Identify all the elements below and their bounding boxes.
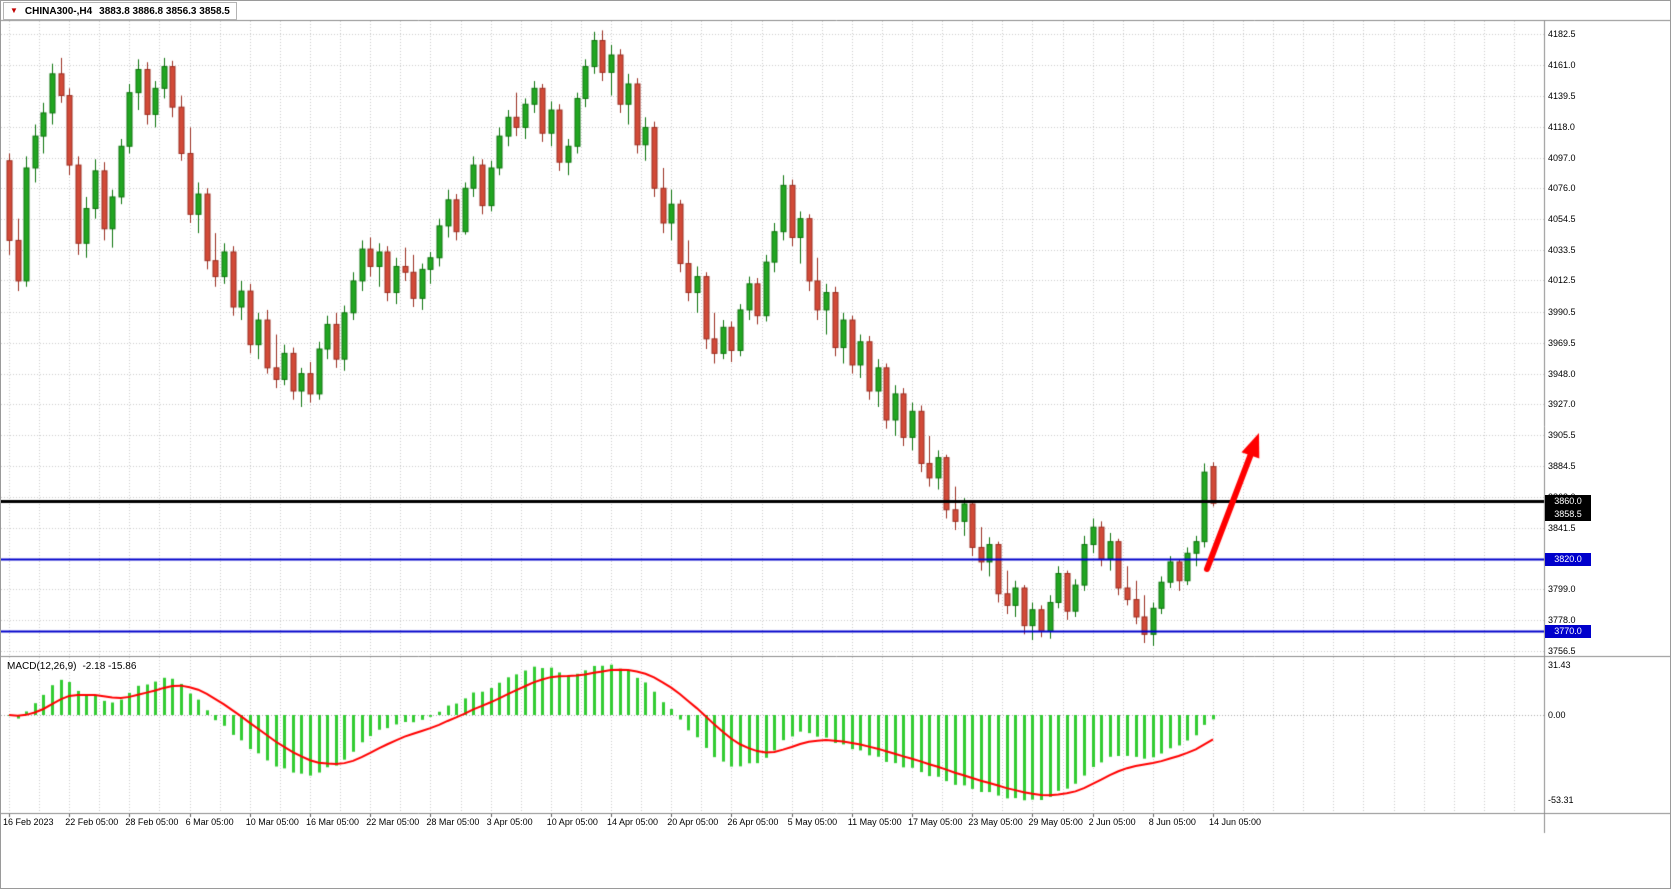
macd-tick-label: 0.00: [1548, 710, 1566, 720]
macd-values: -2.18 -15.86: [82, 661, 137, 672]
time-tick-label: 16 Mar 05:00: [306, 817, 360, 827]
time-tick-label: 5 May 05:00: [787, 817, 838, 827]
macd-name: MACD(12,26,9): [7, 661, 77, 672]
price-tick-label: 3841.5: [1548, 522, 1576, 533]
macd-tick-label: -53.31: [1548, 795, 1574, 806]
time-tick-label: 3 Apr 05:00: [486, 817, 533, 827]
time-tick-label: 14 Apr 05:00: [607, 817, 659, 827]
price-tick-label: 3905.5: [1548, 430, 1576, 441]
price-tick-label: 4033.5: [1548, 244, 1576, 255]
time-tick-label: 10 Mar 05:00: [245, 817, 299, 827]
time-tick-label: 8 Jun 05:00: [1148, 817, 1196, 827]
price-tick-label: 4097.0: [1548, 152, 1576, 163]
time-tick-label: 22 Mar 05:00: [366, 817, 420, 827]
price-level-badge-3770: 3770.0: [1545, 625, 1591, 639]
price-tick-label: 4054.5: [1548, 214, 1576, 225]
symbol-timeframe-label: CHINA300-,H4: [24, 5, 93, 17]
price-tick-label: 3756.5: [1548, 646, 1576, 656]
time-tick-label: 6 Mar 05:00: [185, 817, 234, 827]
price-tick-label: 4139.5: [1548, 91, 1576, 102]
bid-price-badge: 3858.5: [1545, 508, 1591, 522]
price-tick-label: 4182.5: [1548, 29, 1576, 39]
macd-tick-label: 31.43: [1548, 659, 1571, 670]
symbol-header: ▼ CHINA300-,H4 3883.8 3886.8 3856.3 3858…: [3, 2, 237, 20]
price-tick-label: 3969.5: [1548, 337, 1576, 348]
price-level-badge-3860: 3860.0: [1545, 495, 1591, 509]
price-tick-label: 3948.0: [1548, 368, 1576, 379]
macd-indicator-label: MACD(12,26,9) -2.18 -15.86: [7, 661, 136, 672]
price-tick-label: 3884.5: [1548, 460, 1576, 471]
price-tick-label: 3799.0: [1548, 584, 1576, 595]
chart-dropdown-icon[interactable]: ▼: [10, 6, 18, 15]
price-tick-label: 4118.0: [1548, 122, 1575, 133]
ohlc-values: 3883.8 3886.8 3856.3 3858.5: [99, 5, 230, 17]
time-tick-label: 16 Feb 2023: [3, 817, 54, 827]
time-tick-label: 20 Apr 05:00: [667, 817, 719, 827]
time-tick-label: 22 Feb 05:00: [65, 817, 119, 827]
time-tick-label: 28 Feb 05:00: [125, 817, 179, 827]
price-tick-label: 4012.5: [1548, 275, 1576, 286]
time-tick-label: 28 Mar 05:00: [426, 817, 480, 827]
time-tick-label: 23 May 05:00: [968, 817, 1023, 827]
price-tick-label: 3990.5: [1548, 307, 1576, 318]
time-tick-label: 10 Apr 05:00: [546, 817, 598, 827]
price-tick-label: 3927.0: [1548, 399, 1576, 410]
time-tick-label: 14 Jun 05:00: [1209, 817, 1262, 827]
time-tick-label: 11 May 05:00: [847, 817, 902, 827]
price-tick-label: 3778.0: [1548, 614, 1576, 625]
time-tick-label: 17 May 05:00: [908, 817, 963, 827]
price-tick-label: 4076.0: [1548, 183, 1576, 194]
price-tick-label: 4161.0: [1548, 60, 1576, 71]
time-tick-label: 2 Jun 05:00: [1088, 817, 1136, 827]
time-tick-label: 29 May 05:00: [1028, 817, 1083, 827]
price-level-badge-3820: 3820.0: [1545, 553, 1591, 567]
time-tick-label: 26 Apr 05:00: [727, 817, 779, 827]
